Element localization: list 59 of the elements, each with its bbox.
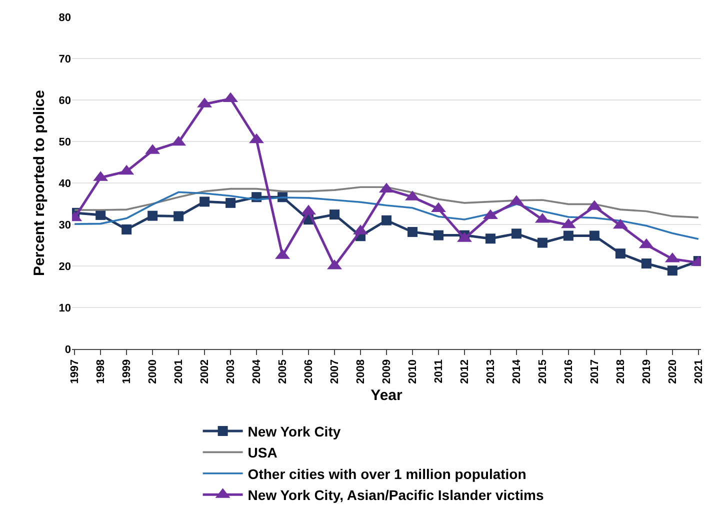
x-tick-label: 2001 xyxy=(173,359,186,384)
point xyxy=(615,248,626,259)
x-tick-label: 2007 xyxy=(329,359,342,384)
point xyxy=(667,266,678,276)
point xyxy=(407,226,418,237)
x-tick-label: 2017 xyxy=(589,359,602,384)
line-series xyxy=(74,191,700,240)
y-tick-label: 50 xyxy=(58,136,71,148)
point xyxy=(96,210,106,220)
x-tick-label: 2009 xyxy=(381,359,394,384)
point xyxy=(511,228,522,239)
x-tick-label: 2016 xyxy=(563,359,576,384)
legend-label: USA xyxy=(248,444,278,461)
y-tick-label: 10 xyxy=(58,302,71,314)
x-tick-label: 2019 xyxy=(640,359,653,384)
y-axis-title: Percent reported to police xyxy=(31,90,48,276)
point xyxy=(433,230,444,240)
y-tick-label: 0 xyxy=(64,344,71,356)
point xyxy=(537,238,548,248)
y-tick-label: 70 xyxy=(58,53,71,66)
x-tick-label: 2005 xyxy=(277,359,290,384)
point xyxy=(589,230,600,241)
point xyxy=(641,258,652,269)
point xyxy=(330,210,340,220)
x-tick-label: 2011 xyxy=(433,359,446,384)
x-tick-label: 2018 xyxy=(615,359,628,384)
legend-label: New York City xyxy=(248,423,341,440)
x-tick-label: 1997 xyxy=(69,359,82,384)
y-tick-label: 40 xyxy=(58,178,71,190)
x-tick-label: 2012 xyxy=(459,359,472,384)
y-tick-label: 60 xyxy=(58,94,71,107)
x-tick-label: 2020 xyxy=(666,359,679,384)
y-tick-label: 80 xyxy=(58,12,71,24)
x-tick-label: 2010 xyxy=(407,359,420,384)
x-tick-label: 2006 xyxy=(303,359,316,384)
x-tick-label: 2015 xyxy=(537,359,550,384)
point xyxy=(485,234,496,244)
x-tick-label: 1999 xyxy=(121,359,134,384)
y-tick-label: 30 xyxy=(58,219,71,232)
legend-label: New York City, Asian/Pacific Islander victims xyxy=(248,487,544,504)
x-tick-label: 1998 xyxy=(95,359,108,384)
point xyxy=(174,211,184,222)
point xyxy=(382,215,392,226)
x-axis-title: Year xyxy=(370,386,403,404)
point xyxy=(148,210,158,221)
y-tick-label: 20 xyxy=(58,260,71,273)
x-tick-label: 2004 xyxy=(251,358,264,384)
x-tick-label: 2000 xyxy=(147,359,160,384)
legend-label: Other cities with over 1 million population xyxy=(248,466,526,482)
point xyxy=(200,196,210,207)
x-tick-label: 2003 xyxy=(225,359,238,384)
point xyxy=(122,224,132,234)
x-tick-label: 2008 xyxy=(355,359,368,384)
x-tick-label: 2013 xyxy=(485,359,498,384)
x-tick-label: 2014 xyxy=(511,358,524,384)
x-tick-label: 2021 xyxy=(692,359,705,384)
point xyxy=(563,230,574,241)
x-tick-label: 2002 xyxy=(199,359,212,384)
point xyxy=(226,198,236,208)
